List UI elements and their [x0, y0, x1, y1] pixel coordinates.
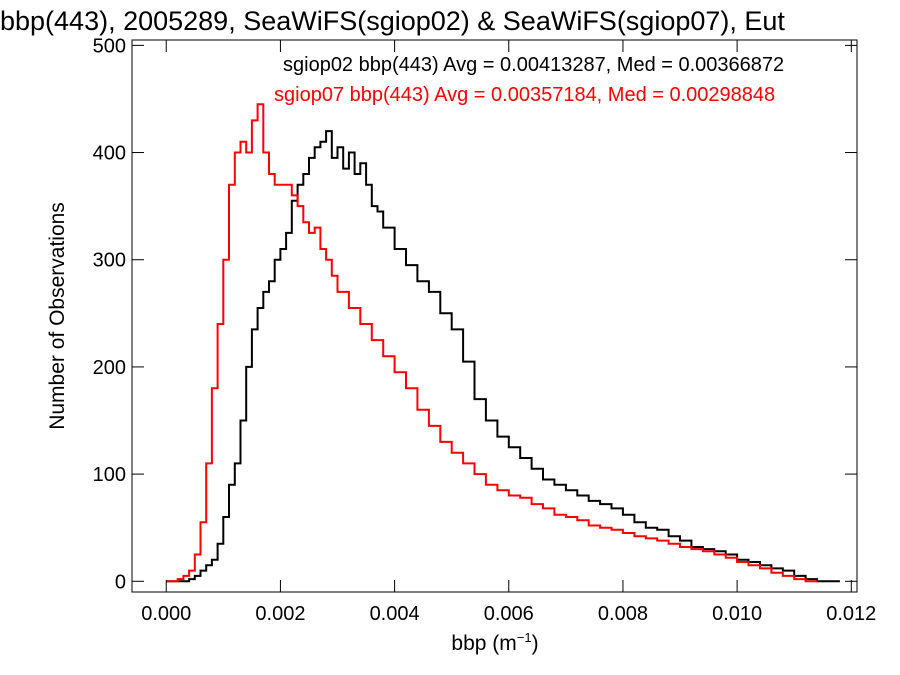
- chart-title: bbp(443), 2005289, SeaWiFS(sgiop02) & Se…: [0, 6, 785, 36]
- x-axis-label-exponent: −1: [517, 630, 532, 645]
- ticks-layer: 0.000 0.002 0.004 0.006 0.008 0.010 0.012 0 100 2…: [93, 35, 877, 625]
- x-tick-label: 0.012: [826, 603, 876, 625]
- legend-annotation-sgiop02: sgiop02 bbp(443) Avg = 0.00413287, Med =…: [283, 54, 784, 76]
- y-tick-label: 500: [93, 35, 126, 57]
- histogram-series-1: [166, 130, 840, 583]
- x-axis-label-main: bbp (m: [451, 632, 516, 655]
- x-tick-label: 0.002: [255, 603, 305, 625]
- y-tick-label: 200: [93, 357, 126, 379]
- plot-frame: [131, 39, 858, 593]
- x-tick-label: 0.000: [141, 603, 191, 625]
- y-axis-label: Number of Observations: [46, 202, 69, 430]
- y-tick-label: 300: [93, 250, 126, 272]
- x-axis-label: bbp (m−1): [451, 630, 538, 655]
- histogram-series-2: [166, 103, 817, 583]
- x-tick-label: 0.008: [598, 603, 648, 625]
- series-layer: [166, 103, 840, 583]
- x-tick-label: 0.006: [484, 603, 534, 625]
- y-tick-label: 0: [115, 571, 126, 593]
- legend-annotation-sgiop07: sgiop07 bbp(443) Avg = 0.00357184, Med =…: [274, 84, 775, 106]
- x-tick-label: 0.010: [712, 603, 762, 625]
- y-tick-label: 100: [93, 464, 126, 486]
- x-axis-label-close: ): [532, 632, 539, 655]
- y-tick-label: 400: [93, 143, 126, 165]
- x-tick-label: 0.004: [370, 603, 420, 625]
